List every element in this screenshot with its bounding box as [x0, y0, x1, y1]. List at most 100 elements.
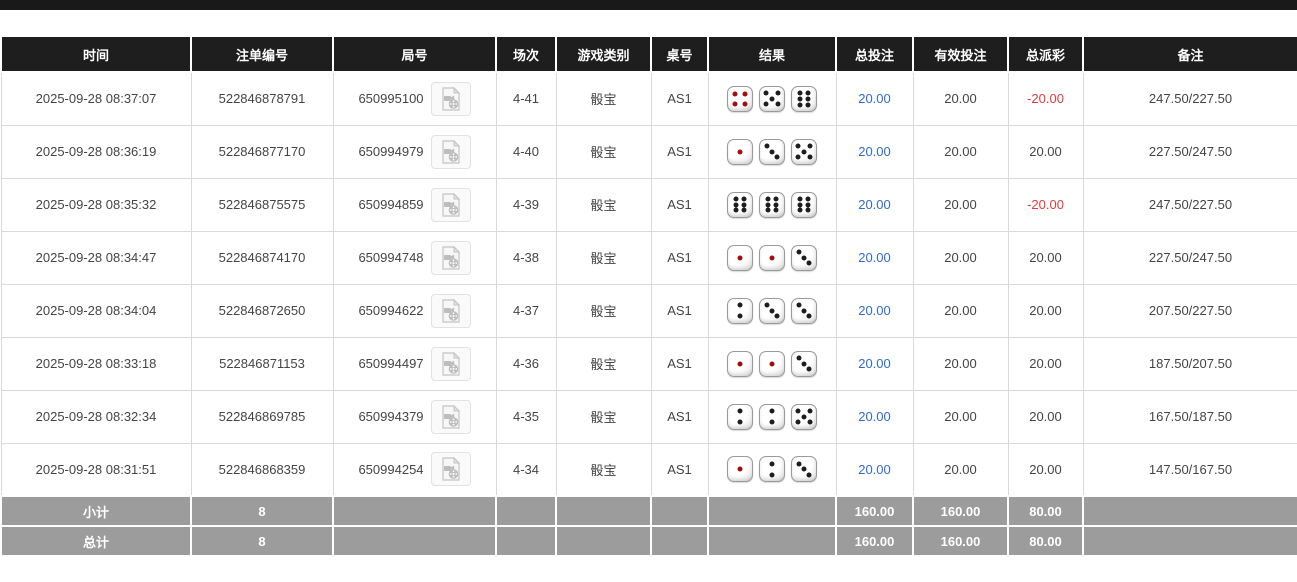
header-row: 时间 注单编号 局号 场次 游戏类别 桌号 结果 总投注 有效投注 总派彩 备注: [0, 35, 1297, 73]
die-pip: [797, 202, 803, 207]
die-pip: [765, 202, 771, 207]
die-5: [759, 85, 785, 112]
die-pip: [796, 249, 802, 255]
cell-total-bet[interactable]: 20.00: [835, 124, 914, 179]
cell-valid-bet: 20.00: [912, 442, 1009, 497]
cell-total-bet[interactable]: 20.00: [835, 230, 914, 285]
summary-empty-result: [707, 495, 837, 527]
cell-game-type: 骰宝: [555, 71, 652, 126]
summary-row: 小计 8 160.00 160.00 80.00: [0, 495, 1297, 527]
die-pip: [805, 102, 811, 107]
die-pip: [769, 96, 775, 102]
cell-total-bet[interactable]: 20.00: [835, 336, 914, 391]
column-header-game_type: 游戏类别: [555, 35, 652, 73]
cell-valid-bet: 20.00: [912, 336, 1009, 391]
summary-count: 8: [190, 495, 334, 527]
summary-empty-session: [495, 525, 557, 557]
cell-bet-id: 522846868359: [190, 442, 334, 497]
cell-session: 4-41: [495, 71, 557, 126]
video-replay-button[interactable]: [430, 81, 471, 116]
column-header-bet_id: 注单编号: [190, 35, 334, 73]
cell-result: [707, 71, 837, 126]
die-pip: [764, 302, 770, 308]
cell-session: 4-40: [495, 124, 557, 179]
cell-total-bet[interactable]: 20.00: [835, 442, 914, 497]
cell-payout: 20.00: [1007, 283, 1084, 338]
die-6: [791, 191, 817, 218]
video-file-icon: [441, 245, 460, 270]
cell-remark: 247.50/227.50: [1082, 177, 1297, 232]
cell-valid-bet: 20.00: [912, 124, 1009, 179]
die-pip: [769, 361, 775, 366]
cell-session: 4-37: [495, 283, 557, 338]
round-id-text: 650994379: [358, 409, 424, 424]
die-3: [791, 297, 817, 324]
cell-total-bet[interactable]: 20.00: [835, 389, 914, 444]
cell-time: 2025-09-28 08:34:04: [0, 283, 192, 338]
summary-total-bet: 160.00: [835, 495, 914, 527]
summary-empty-game: [555, 525, 652, 557]
cell-game-type: 骰宝: [555, 336, 652, 391]
cell-round-id: 650995100: [332, 71, 497, 126]
top-dark-bar: [0, 0, 1297, 10]
cell-time: 2025-09-28 08:37:07: [0, 71, 192, 126]
cell-total-bet[interactable]: 20.00: [835, 177, 914, 232]
cell-result: [707, 124, 837, 179]
dice-result: [709, 85, 836, 112]
video-replay-button[interactable]: [430, 452, 471, 487]
die-pip: [737, 361, 743, 366]
die-pip: [769, 308, 775, 313]
cell-result: [707, 177, 837, 232]
die-pip: [773, 207, 779, 213]
video-replay-button[interactable]: [430, 134, 471, 169]
cell-round-id: 650994497: [332, 336, 497, 391]
video-replay-button[interactable]: [430, 346, 471, 381]
die-pip: [797, 196, 803, 202]
cell-payout: -20.00: [1007, 177, 1084, 232]
video-replay-button[interactable]: [430, 187, 471, 222]
cell-payout: 20.00: [1007, 389, 1084, 444]
die-1: [727, 456, 753, 483]
die-pip: [807, 154, 813, 160]
die-pip: [774, 154, 780, 160]
die-pip: [737, 419, 743, 425]
die-pip: [769, 149, 775, 154]
column-header-payout: 总派彩: [1007, 35, 1084, 73]
die-pip: [801, 361, 807, 366]
column-header-remark: 备注: [1082, 35, 1297, 73]
summary-empty-result: [707, 525, 837, 557]
die-3: [791, 244, 817, 271]
cell-remark: 167.50/187.50: [1082, 389, 1297, 444]
cell-bet-id: 522846872650: [190, 283, 334, 338]
video-replay-button[interactable]: [430, 293, 471, 328]
round-id-text: 650994497: [358, 356, 424, 371]
cell-result: [707, 389, 837, 444]
cell-table-id: AS1: [650, 336, 709, 391]
die-2: [759, 456, 785, 483]
video-file-icon: [441, 404, 460, 429]
die-pip: [737, 302, 743, 308]
summary-empty-round: [332, 525, 497, 557]
cell-valid-bet: 20.00: [912, 177, 1009, 232]
summary-payout: 80.00: [1007, 495, 1084, 527]
die-3: [759, 297, 785, 324]
cell-total-bet[interactable]: 20.00: [835, 71, 914, 126]
cell-time: 2025-09-28 08:32:34: [0, 389, 192, 444]
cell-total-bet[interactable]: 20.00: [835, 283, 914, 338]
cell-round-id: 650994979: [332, 124, 497, 179]
video-replay-button[interactable]: [430, 399, 471, 434]
cell-result: [707, 442, 837, 497]
cell-round-id: 650994622: [332, 283, 497, 338]
dice-result: [709, 138, 836, 165]
cell-session: 4-35: [495, 389, 557, 444]
summary-empty-table: [650, 495, 709, 527]
column-header-total_bet: 总投注: [835, 35, 914, 73]
cell-table-id: AS1: [650, 71, 709, 126]
column-header-session: 场次: [495, 35, 557, 73]
column-header-round_id: 局号: [332, 35, 497, 73]
cell-game-type: 骰宝: [555, 177, 652, 232]
video-replay-button[interactable]: [430, 240, 471, 275]
die-pip: [773, 202, 779, 207]
die-2: [727, 403, 753, 430]
die-6: [727, 191, 753, 218]
